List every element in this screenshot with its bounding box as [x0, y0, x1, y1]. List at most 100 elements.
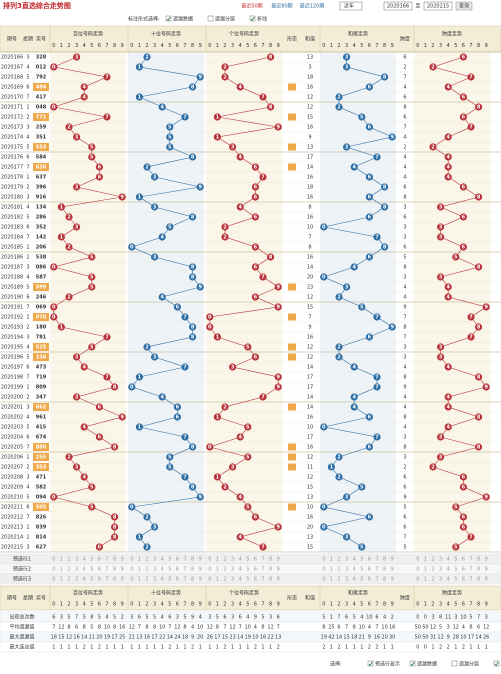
- preselect-digit: 1: [330, 577, 333, 583]
- draw-number: 396: [36, 185, 47, 191]
- week: 6: [26, 295, 29, 301]
- draw-number: 880: [36, 445, 47, 451]
- preselect-digit: 8: [191, 567, 194, 573]
- ball-digit: 9: [390, 135, 394, 141]
- stats-value: 5: [67, 615, 70, 621]
- digit-header: 3: [75, 602, 78, 608]
- preselect-digit: 2: [337, 557, 340, 563]
- sum: 18: [307, 185, 313, 191]
- range-link[interactable]: 最近120期: [300, 3, 325, 10]
- stats-value: 2: [98, 645, 101, 651]
- col-span: 跨度: [400, 36, 410, 43]
- digit-header: 8: [477, 602, 480, 608]
- ball: [111, 513, 119, 521]
- ball-digit: 7: [105, 75, 109, 81]
- preselect-digit: 5: [90, 567, 93, 573]
- stats-value: 2: [337, 645, 340, 651]
- checkbox[interactable]: [165, 15, 172, 22]
- ball-digit: 2: [223, 485, 227, 491]
- checkbox[interactable]: [249, 15, 256, 22]
- query-button[interactable]: [455, 1, 473, 11]
- ball-digit: 7: [183, 115, 187, 121]
- sum: 15: [307, 115, 313, 121]
- stats-value: 1: [138, 645, 141, 651]
- range-link[interactable]: 最近50期: [241, 3, 262, 10]
- issue: 2020186: [1, 255, 23, 261]
- from-input[interactable]: [383, 1, 413, 11]
- ball: [189, 153, 197, 161]
- preselect-digit: 4: [353, 577, 356, 583]
- select-box[interactable]: [339, 1, 363, 11]
- preselect-digit: 3: [153, 567, 156, 573]
- digit-header: 6: [254, 602, 257, 608]
- stats-value: 7: [223, 625, 226, 631]
- ball-digit: 1: [60, 205, 64, 211]
- ball-digit: 9: [276, 285, 280, 291]
- stats-label: 最大连出值: [9, 644, 34, 651]
- sum: 16: [307, 175, 313, 181]
- checkbox[interactable]: [451, 660, 458, 667]
- stats-value: 1: [161, 645, 164, 651]
- checkbox[interactable]: [207, 15, 214, 22]
- stats-value: 7: [75, 615, 78, 621]
- ball: [65, 123, 73, 131]
- draw-number: 347: [36, 395, 47, 401]
- ball-digit: 8: [477, 445, 481, 451]
- preselect-digit: 8: [383, 567, 386, 573]
- stats-value: 8: [322, 625, 325, 631]
- to-input[interactable]: [423, 1, 453, 11]
- stats-value: 1: [239, 645, 242, 651]
- ball: [236, 203, 244, 211]
- preselect-digit: 4: [83, 577, 86, 583]
- ball-digit: 3: [439, 355, 443, 361]
- ball-digit: 4: [446, 405, 450, 411]
- preselect-digit: 6: [462, 557, 465, 563]
- ball: [135, 63, 143, 71]
- ball: [118, 193, 126, 201]
- issue: 2020199: [1, 385, 23, 391]
- checkbox[interactable]: [409, 660, 416, 667]
- digit-header: 0: [322, 602, 325, 608]
- digit-header: 6: [98, 602, 101, 608]
- stats-value: 1: [121, 645, 124, 651]
- sum: 9: [308, 135, 311, 141]
- col-sum: 和值: [305, 36, 315, 43]
- draw-number: 781: [36, 335, 47, 341]
- issue: 2020166: [1, 55, 23, 61]
- week: 3: [26, 335, 29, 341]
- preselect-digit: 9: [121, 577, 124, 583]
- ball: [213, 413, 221, 421]
- ball: [80, 473, 88, 481]
- number-highlight: [33, 443, 49, 451]
- ball-digit: 3: [439, 345, 443, 351]
- digit-header: 3: [345, 602, 348, 608]
- ball-digit: 6: [254, 185, 258, 191]
- ball-digit: 6: [368, 515, 372, 521]
- issue: 2020178: [1, 175, 23, 181]
- week: 3: [26, 195, 29, 201]
- ball-digit: 0: [52, 105, 56, 111]
- range-link[interactable]: 最近80期: [271, 3, 292, 10]
- ball-digit: 0: [208, 325, 212, 331]
- ball: [475, 193, 483, 201]
- stats-value: 20: [197, 635, 203, 641]
- stats-value: 1: [60, 645, 63, 651]
- preselect-digit: 7: [375, 567, 378, 573]
- sum: 13: [307, 145, 313, 151]
- ball-digit: 5: [90, 145, 94, 151]
- preselect-digit: 2: [145, 557, 148, 563]
- ball: [143, 513, 151, 521]
- ball-digit: 3: [153, 355, 157, 361]
- preselect-digit: 2: [431, 557, 434, 563]
- ball-digit: 8: [477, 105, 481, 111]
- ball-digit: 4: [446, 85, 450, 91]
- ball: [65, 243, 73, 251]
- ball: [143, 543, 151, 551]
- ball-digit: 5: [454, 255, 458, 261]
- stats-value: 1: [231, 645, 234, 651]
- preselect-digit: 3: [345, 557, 348, 563]
- issue: 2020214: [1, 535, 23, 541]
- draw-number: 471: [36, 475, 47, 481]
- checkbox[interactable]: [367, 660, 374, 667]
- checkbox[interactable]: [493, 660, 500, 667]
